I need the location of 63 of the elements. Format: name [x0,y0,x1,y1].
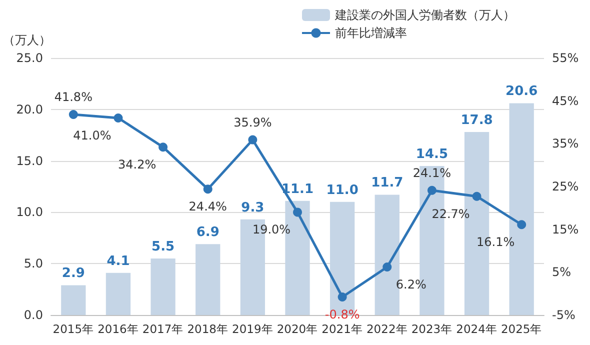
data-label: 41.8% [54,90,92,104]
data-label: 24.1% [412,166,452,180]
point [517,220,526,230]
x-tick-label: 2023年 [411,322,453,336]
data-label: 41.0% [73,128,112,142]
point [203,184,212,194]
y2-tick-label: 15% [552,222,579,236]
data-label: 11.0 [326,182,358,198]
bar [106,272,131,315]
data-label: 16.1% [476,235,515,250]
bar [61,285,86,315]
x-tick-label: 2016年 [98,322,139,336]
x-tick-label: 2015年 [52,322,94,336]
x-tick-label: 2020年 [276,322,318,336]
x-tick-label: 2018年 [187,322,229,336]
x-tick-label: 2021年 [322,322,363,336]
data-label: 6.9 [196,225,220,240]
data-label: 17.8 [460,113,493,128]
data-label: 4.1 [106,254,130,269]
legend-label: 建設業の外国人労働者数（万人） [334,8,515,22]
data-label: -0.8% [324,308,360,322]
y-tick-label: 10.0 [16,205,43,220]
data-label: 2.9 [62,266,85,282]
data-label: 6.2% [396,278,426,292]
point [427,186,436,195]
data-label: 22.7% [432,206,470,221]
y-tick-label: 25.0 [16,51,43,65]
y2-tick-label: -5% [552,308,576,322]
legend-label: 前年比増減率 [335,26,407,40]
point [158,142,168,152]
point [68,110,78,120]
point [338,292,347,302]
bar [196,244,220,315]
data-label: 19.0% [252,222,291,237]
x-tick-label: 2017年 [142,322,184,336]
x-tick-label: 2025年 [500,322,542,336]
x-tick-label: 2019年 [232,322,274,336]
point [248,135,258,144]
x-tick-label: 2022年 [366,322,408,336]
point [472,192,482,201]
point [114,113,123,122]
data-label: 24.4% [188,200,227,214]
y2-tick-label: 45% [552,94,579,108]
data-label: 9.3 [241,200,264,216]
data-label: 14.5 [416,146,448,162]
y2-tick-label: 55% [552,51,579,65]
y-tick-label: 20.0 [16,102,43,116]
y-axis-title: （万人） [3,33,51,47]
y2-tick-label: 5% [552,265,572,280]
y-tick-label: 5.0 [24,256,43,271]
data-label: 20.6 [506,84,538,100]
y-tick-label: 0.0 [24,308,43,322]
x-tick-label: 2024年 [456,322,498,336]
data-label: 34.2% [118,158,156,172]
y2-tick-label: 35% [552,136,579,151]
data-label: 11.7 [371,176,404,191]
point [293,208,302,217]
y2-tick-label: 25% [552,180,579,194]
data-label: 5.5 [152,239,175,254]
point [382,262,392,272]
data-label: 35.9% [234,115,272,130]
y-tick-label: 15.0 [16,154,43,168]
bar [150,258,176,315]
